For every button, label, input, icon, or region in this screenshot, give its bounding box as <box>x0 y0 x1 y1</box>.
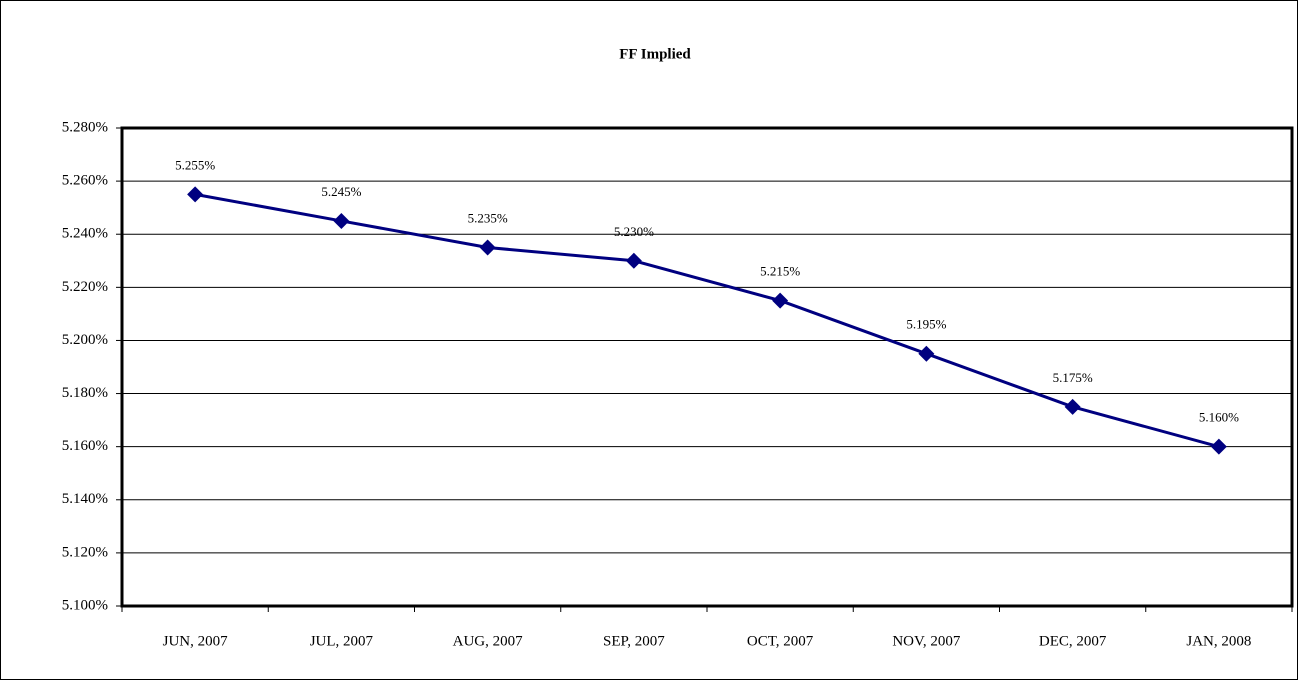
data-marker <box>918 345 935 362</box>
data-label: 5.230% <box>614 224 654 239</box>
y-tick-label: 5.100% <box>62 597 108 613</box>
data-label: 5.255% <box>175 157 215 172</box>
x-tick-label: SEP, 2007 <box>603 633 665 649</box>
data-label: 5.195% <box>906 317 946 332</box>
y-tick-label: 5.280% <box>62 119 108 135</box>
data-marker <box>479 239 496 256</box>
data-marker <box>187 186 204 203</box>
series-line <box>194 192 1220 449</box>
y-tick-label: 5.140% <box>62 491 108 507</box>
y-tick-label: 5.240% <box>62 226 108 242</box>
x-tick-label: JUN, 2007 <box>163 633 229 649</box>
chart-title: FF Implied <box>619 46 691 62</box>
plot-border <box>120 126 1294 608</box>
x-tick-label: DEC, 2007 <box>1039 633 1107 649</box>
y-tick-label: 5.180% <box>62 385 108 401</box>
x-tick-label: JUL, 2007 <box>310 633 374 649</box>
data-marker <box>333 212 350 229</box>
data-label: 5.215% <box>760 264 800 279</box>
data-marker <box>772 292 789 309</box>
y-tick-label: 5.200% <box>62 332 108 348</box>
x-tick-label: OCT, 2007 <box>747 633 814 649</box>
data-label: 5.175% <box>1053 370 1093 385</box>
y-tick-label: 5.120% <box>62 544 108 560</box>
x-tick-label: JAN, 2008 <box>1186 633 1251 649</box>
data-marker <box>625 252 642 269</box>
x-tick-label: AUG, 2007 <box>453 633 523 649</box>
y-tick-label: 5.260% <box>62 173 108 189</box>
x-tick-label: NOV, 2007 <box>892 633 961 649</box>
y-tick-label: 5.160% <box>62 438 108 454</box>
data-label: 5.235% <box>468 210 508 225</box>
y-tick-label: 5.220% <box>62 279 108 295</box>
data-label: 5.160% <box>1199 410 1239 425</box>
data-marker <box>1210 438 1227 455</box>
data-marker <box>1064 398 1081 415</box>
data-label: 5.245% <box>321 184 361 199</box>
